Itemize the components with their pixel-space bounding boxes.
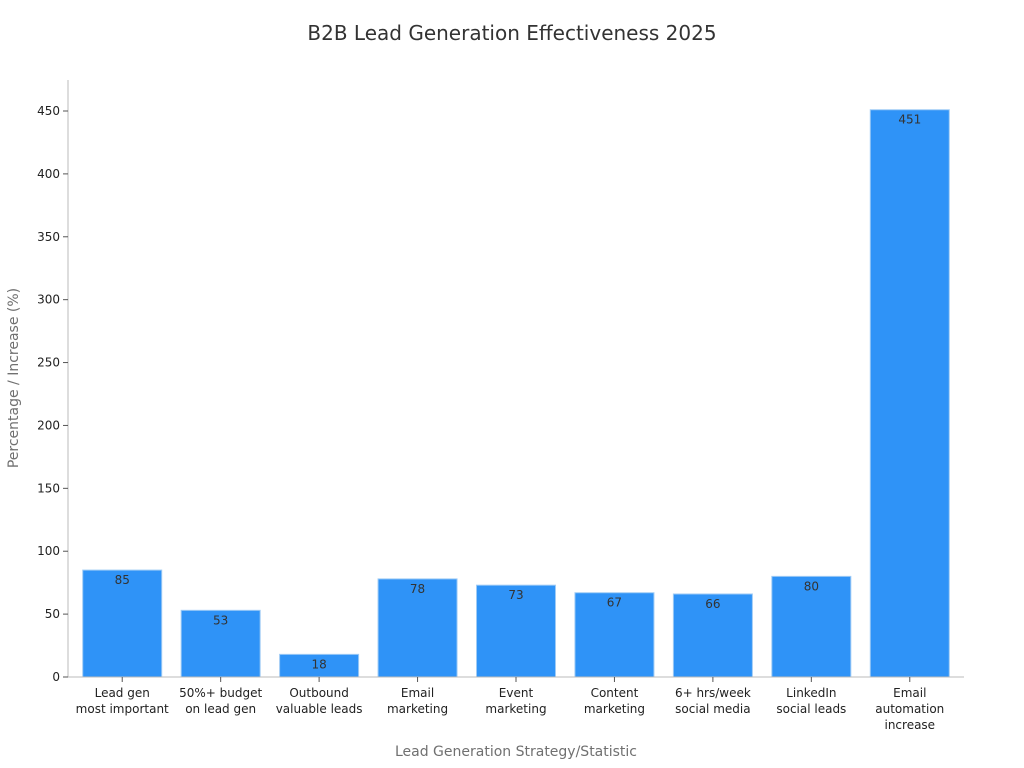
bar bbox=[377, 578, 458, 678]
y-tick-label: 200 bbox=[37, 418, 60, 432]
x-tick-label: Event marketing bbox=[485, 686, 546, 716]
x-axis-title: Lead Generation Strategy/Statistic bbox=[395, 744, 637, 760]
y-axis: 0 50 100 150 200 250 300 350 400 450 bbox=[37, 80, 69, 684]
bar bbox=[180, 609, 261, 678]
y-tick-label: 100 bbox=[37, 544, 60, 558]
x-tick-label: Lead gen most important bbox=[76, 686, 169, 716]
bar-value-label: 80 bbox=[804, 579, 819, 593]
y-tick-label: 450 bbox=[37, 104, 60, 118]
bar-value-label: 66 bbox=[705, 597, 720, 611]
x-tick-label: LinkedIn social leads bbox=[776, 686, 846, 716]
y-tick-label: 150 bbox=[37, 481, 60, 495]
y-axis-title: Percentage / Increase (%) bbox=[6, 288, 22, 468]
bar-value-label: 67 bbox=[607, 596, 622, 610]
bar bbox=[869, 109, 950, 678]
y-tick-label: 350 bbox=[37, 230, 60, 244]
bar bbox=[771, 575, 852, 678]
y-tick-label: 400 bbox=[37, 167, 60, 181]
x-tick-label: 50%+ budget on lead gen bbox=[179, 686, 262, 716]
x-tick-label: Email automation increase bbox=[875, 686, 944, 732]
bar-value-label: 78 bbox=[410, 582, 425, 596]
y-tick-label: 50 bbox=[45, 607, 60, 621]
x-tick-label: Outbound valuable leads bbox=[276, 686, 363, 716]
y-tick-label: 300 bbox=[37, 293, 60, 307]
bar-value-label: 53 bbox=[213, 613, 228, 627]
bar-value-label: 73 bbox=[508, 588, 523, 602]
x-tick-label: 6+ hrs/week social media bbox=[675, 686, 751, 716]
bar-value-label: 451 bbox=[898, 113, 921, 127]
chart-title: B2B Lead Generation Effectiveness 2025 bbox=[307, 21, 716, 45]
y-tick-label: 250 bbox=[37, 356, 60, 370]
bars-group: 85 53 18 78 73 67 66 80 451 bbox=[82, 109, 950, 678]
y-tick-label: 0 bbox=[52, 670, 60, 684]
bar bbox=[82, 569, 163, 678]
bar-value-label: 18 bbox=[311, 657, 326, 671]
x-tick-label: Content marketing bbox=[584, 686, 645, 716]
bar-value-label: 85 bbox=[115, 573, 130, 587]
x-axis: Lead gen most important 50%+ budget on lead… bbox=[68, 676, 964, 732]
x-tick-label: Email marketing bbox=[387, 686, 448, 716]
